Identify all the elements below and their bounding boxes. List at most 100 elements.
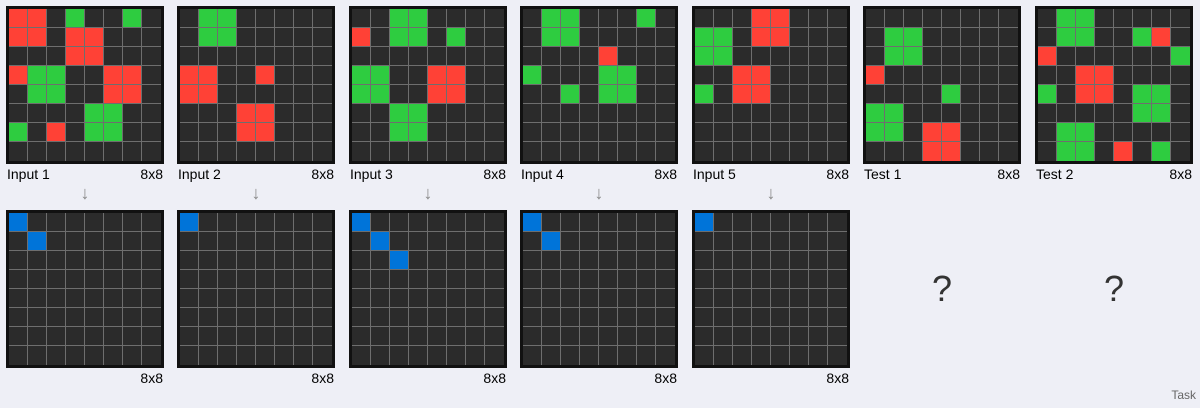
grid-cell [447,104,466,123]
grid-cell [523,28,542,47]
grid-cell [9,270,28,289]
grid-cell [637,9,656,28]
grid-cell [199,232,218,251]
grid-cell [85,66,104,85]
grid-cell [733,308,752,327]
grid-cell [771,104,790,123]
grid-cell [428,66,447,85]
grid-cell [409,47,428,66]
grid-cell [733,123,752,142]
grid-cell [218,308,237,327]
grid-cell [428,142,447,161]
grid-cell [695,104,714,123]
grid-cell [66,66,85,85]
grid-cell [180,123,199,142]
grid-cell [142,85,161,104]
grid-cell [695,123,714,142]
grid-cell [695,289,714,308]
grid-cell [599,270,618,289]
grid-cell [1133,9,1152,28]
grid-cell [142,308,161,327]
grid-cell [828,66,847,85]
grid-cell [485,85,504,104]
grid-cell [180,270,199,289]
grid-cell [637,270,656,289]
grid-cell [923,47,942,66]
grid-cell [390,142,409,161]
grid-cell [294,308,313,327]
grid-cell [637,346,656,365]
grid-cell [256,346,275,365]
grid-cell [218,142,237,161]
grid-cell [199,85,218,104]
input-label-row: Test 1 8x8 [863,164,1021,184]
grid-cell [1038,123,1057,142]
grid-cell [294,47,313,66]
grid-cell [542,28,561,47]
grid-cell [1057,9,1076,28]
grid-cell [485,47,504,66]
grid-title: Input 2 [178,166,221,182]
grid-cell [580,9,599,28]
grid-cell [714,123,733,142]
grid-cell [771,47,790,66]
grid-cell [466,9,485,28]
grid-cell [561,232,580,251]
grid-cell [961,47,980,66]
grid-cell [1133,142,1152,161]
grid-cell [313,327,332,346]
grid-cell [485,346,504,365]
grid-cell [904,28,923,47]
grid-cell [409,346,428,365]
grid-cell [66,327,85,346]
grid-cell [28,28,47,47]
grid-cell [1114,142,1133,161]
grid-cell [485,289,504,308]
grid-cell [523,289,542,308]
grid-cell [580,104,599,123]
grid-cell [218,251,237,270]
grid-cell [714,213,733,232]
input-grid [6,6,164,164]
grid-cell [180,251,199,270]
output-grid [349,210,507,368]
grid-cell [180,289,199,308]
grid-cell [828,123,847,142]
grid-cell [523,142,542,161]
grid-cell [180,104,199,123]
grid-cell [828,308,847,327]
grid-cell [9,308,28,327]
grid-cell [466,85,485,104]
grid-cell [294,346,313,365]
grid-cell [256,270,275,289]
output-grid [520,210,678,368]
grid-cell [523,308,542,327]
grid-cell [1038,142,1057,161]
example-column: Test 1 8x8? [863,6,1021,368]
grid-cell [466,123,485,142]
grid-cell [599,9,618,28]
unknown-output: ? [1103,268,1125,309]
grid-cell [256,251,275,270]
input-grid [349,6,507,164]
grid-cell [1057,104,1076,123]
grid-cell [104,251,123,270]
grid-cell [275,47,294,66]
down-arrow-icon: ↓ [80,183,90,203]
grid-cell [275,270,294,289]
grid-cell [352,251,371,270]
grid-cell [809,142,828,161]
example-column: Input 4 8x8 ↓ 8x8 [520,6,678,388]
grid-cell [1152,28,1171,47]
grid-cell [9,142,28,161]
grid-cell [275,232,294,251]
grid-cell [485,213,504,232]
grid-cell [409,123,428,142]
grid-cell [390,66,409,85]
grid-cell [352,28,371,47]
grid-cell [1057,123,1076,142]
grid-cell [485,123,504,142]
grid-cell [123,142,142,161]
grid-cell [256,327,275,346]
grid-title: Test 2 [1036,166,1074,182]
